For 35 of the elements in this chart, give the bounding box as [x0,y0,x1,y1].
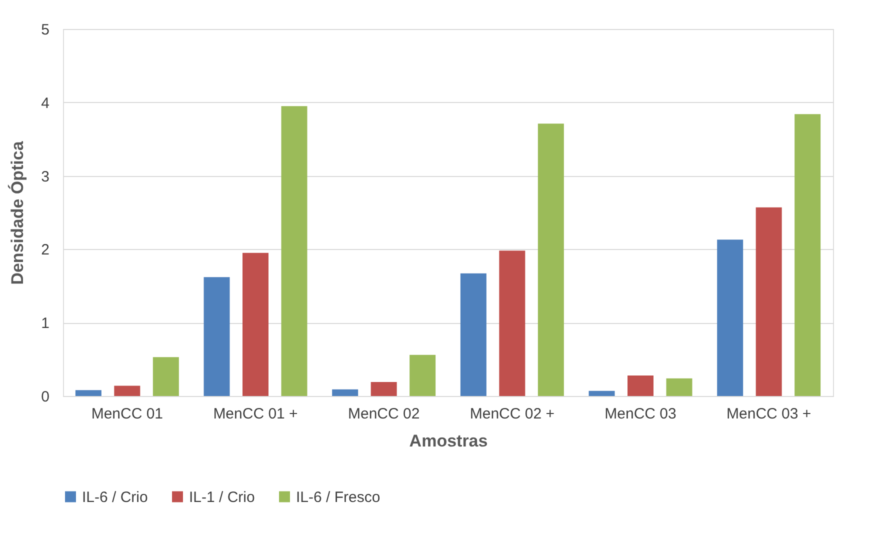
y-tick-label: 5 [41,22,50,38]
bar [242,252,268,396]
bar [717,240,744,396]
bar [794,114,821,396]
bar [756,207,782,396]
bar [370,382,397,396]
y-axis-title: Densidade Óptica [7,140,28,285]
bar [628,375,654,396]
legend-label: IL-1 / Crio [189,488,255,506]
bar [460,273,486,396]
y-tick-label: 0 [41,388,50,406]
legend-label: IL-6 / Fresco [296,488,380,506]
bar [114,386,140,396]
bar [75,390,102,396]
legend-label: IL-6 / Crio [82,488,148,506]
bar [410,354,436,396]
y-tick-label: 2 [41,242,50,259]
bar [588,390,615,396]
y-tick-label: 1 [41,315,50,332]
bar [332,389,358,396]
bar [281,106,308,396]
bar [152,357,179,396]
bar [499,250,526,396]
bar [538,124,564,396]
x-tick-label: MenCC 02 [348,406,420,422]
x-axis-title: Amostras [409,432,488,450]
x-tick-label: MenCC 01 + [213,406,298,422]
y-tick-label: 3 [41,168,50,186]
y-tick-label: 4 [41,94,50,112]
x-tick-label: MenCC 03 + [726,406,812,422]
x-tick-label: MenCC 02 + [470,406,555,422]
bar [666,378,692,396]
x-tick-label: MenCC 01 [91,406,164,422]
bar [204,277,230,396]
x-tick-label: MenCC 03 [604,406,676,422]
